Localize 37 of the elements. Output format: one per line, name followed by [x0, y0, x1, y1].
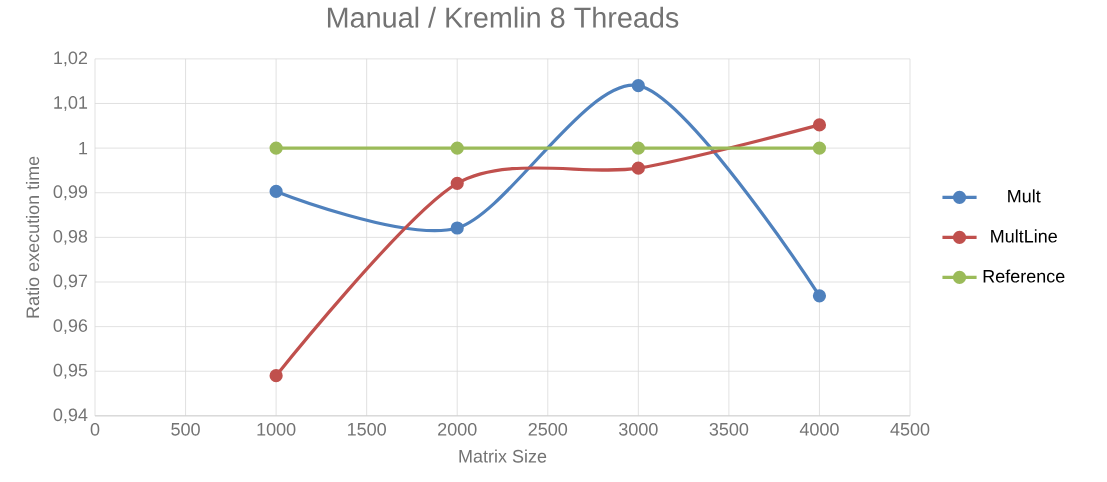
x-tick-label: 1500 [348, 422, 386, 436]
y-tick-label: 0,95 [53, 363, 88, 379]
y-tick-label: 0,97 [53, 274, 88, 290]
x-tick-label: 3000 [619, 422, 658, 436]
y-tick-label: 1,02 [54, 51, 88, 67]
y-tick-label: 1 [79, 141, 88, 155]
legend-label: Reference [983, 269, 1065, 283]
x-tick-label: 2500 [528, 422, 568, 436]
y-tick-label: 0,99 [53, 185, 88, 201]
x-tick-label: 2000 [438, 422, 477, 436]
legend-label: Mult [1008, 189, 1041, 203]
point [269, 184, 283, 199]
point [812, 289, 827, 303]
y-tick-label: 0,98 [53, 229, 88, 245]
x-axis-title: Matrix Size [459, 449, 547, 463]
x-tick-label: 1000 [257, 422, 296, 436]
y-tick-label: 0,96 [53, 319, 88, 335]
point [812, 141, 827, 155]
x-tick-label: 500 [171, 422, 200, 436]
point [269, 141, 283, 155]
x-tick-label: 4500 [890, 422, 930, 436]
point [450, 221, 464, 235]
y-tick-label: 1,01 [54, 96, 88, 111]
legend-label: MultLine [991, 229, 1057, 243]
y-tick-label: 0,94 [53, 408, 88, 424]
point [450, 176, 464, 191]
x-tick-label: 0 [90, 422, 100, 436]
y-axis-title: Ratio execution time [25, 156, 40, 318]
point [812, 118, 827, 132]
point [631, 161, 645, 175]
x-tick-label: 3500 [709, 422, 749, 436]
x-tick-label: 4000 [799, 422, 839, 436]
point [269, 369, 283, 383]
chart-title: Manual / Kremlin 8 Threads [327, 6, 679, 28]
point [631, 79, 645, 93]
point [450, 141, 464, 155]
point [631, 141, 645, 155]
